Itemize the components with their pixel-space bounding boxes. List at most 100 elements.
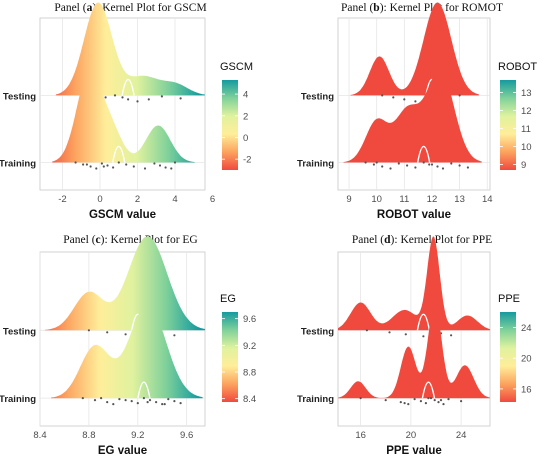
data-point: [414, 166, 417, 169]
x-axis-label: GSCM value: [89, 209, 156, 221]
category-label-testing: Testing: [3, 326, 36, 337]
x-tick-label: -2: [58, 194, 66, 205]
legend-title: EG: [220, 293, 236, 305]
data-point: [447, 398, 450, 401]
data-point: [381, 94, 384, 97]
data-point: [450, 334, 453, 337]
title-prefix: Panel (: [63, 234, 95, 246]
data-point: [163, 403, 166, 406]
x-tick-label: 16: [355, 430, 366, 441]
median-arc: [112, 145, 126, 163]
data-point: [437, 401, 440, 404]
data-point: [82, 163, 85, 166]
data-point: [143, 167, 147, 170]
plot-frame: [39, 17, 206, 191]
data-point: [170, 167, 173, 170]
data-point: [441, 167, 445, 170]
x-tick-label: 9.6: [180, 430, 193, 441]
data-point: [100, 162, 103, 165]
legend-tick-label: 9: [521, 160, 526, 171]
legend-colorbar: [222, 80, 238, 170]
x-tick-label: 13: [454, 194, 465, 205]
data-point: [142, 397, 145, 400]
panel-a: Panel (a): Kernel Plot for GSCM -2 0 2 4 6 Tes…: [0, 2, 253, 221]
data-point: [458, 164, 461, 167]
data-point: [388, 331, 391, 334]
legend-colorbar: [222, 312, 238, 402]
data-point: [179, 402, 182, 405]
x-tick-label: 10: [371, 194, 382, 205]
data-point: [87, 329, 90, 332]
x-axis-label: EG value: [98, 445, 147, 457]
legend-title: GSCM: [220, 61, 253, 73]
data-point: [147, 98, 150, 101]
data-point: [424, 402, 427, 405]
data-point: [414, 100, 417, 103]
data-point: [127, 98, 130, 101]
data-point: [118, 398, 121, 401]
data-point: [158, 164, 162, 167]
data-point: [433, 399, 436, 402]
title-letter: c: [96, 234, 101, 246]
data-point: [359, 397, 362, 400]
panel-title: Panel (d): Kernel Plot for PPE: [352, 234, 492, 246]
title-prefix: Panel (: [341, 2, 373, 14]
x-tick-label: 12: [427, 194, 438, 205]
density-ridge-training: [51, 304, 203, 399]
data-point: [392, 96, 395, 99]
data-point: [365, 329, 368, 332]
data-point: [102, 165, 105, 168]
x-tick-label: 9: [346, 194, 351, 205]
legend-tick-label: 2: [243, 111, 248, 122]
data-point: [113, 94, 117, 97]
data-point: [404, 333, 407, 336]
density-ridge-training: [52, 69, 195, 163]
x-tick-label: 4: [172, 194, 177, 205]
panel-title: Panel (b): Kernel Plot for ROMOT: [341, 2, 503, 14]
title-prefix: Panel (: [54, 2, 86, 14]
data-point: [100, 397, 103, 400]
plot-frame: [337, 17, 491, 191]
data-point: [74, 161, 77, 164]
legend-tick-label: 4: [243, 90, 248, 101]
data-point: [403, 98, 406, 101]
data-point: [173, 400, 176, 403]
data-point: [132, 165, 135, 168]
median-arc: [121, 78, 135, 96]
data-point: [117, 161, 120, 164]
data-point: [450, 162, 453, 165]
median-arc: [416, 313, 431, 331]
data-point: [422, 335, 425, 338]
x-tick-label: 20: [406, 430, 417, 441]
x-tick-label: 8.4: [33, 430, 46, 441]
data-point: [136, 100, 139, 103]
data-point: [125, 163, 128, 166]
data-point: [397, 162, 400, 165]
data-point: [466, 166, 469, 169]
data-point: [429, 397, 433, 400]
x-tick-label: 9.2: [131, 430, 144, 441]
panel-d: Panel (d): Kernel Plot for PPE 16 20 24 Test…: [297, 234, 532, 457]
median-arc: [421, 381, 436, 399]
data-point: [406, 164, 409, 167]
data-point: [104, 96, 107, 99]
data-point: [428, 163, 431, 166]
data-point: [85, 163, 88, 166]
data-point: [427, 397, 430, 400]
data-point: [93, 399, 97, 402]
category-label-testing: Testing: [301, 91, 334, 102]
legend-colorbar: [500, 312, 516, 402]
data-point: [130, 400, 133, 403]
data-point: [153, 162, 156, 165]
title-letter: b: [373, 2, 379, 14]
x-tick-label: 8.8: [82, 430, 95, 441]
data-point: [442, 403, 445, 406]
density-ridge-testing: [350, 2, 479, 96]
data-point: [364, 161, 367, 164]
data-point: [439, 399, 443, 402]
category-label-training: Training: [297, 158, 334, 169]
panel-b: Panel (b): Kernel Plot for ROMOT 9 10 11 12 1…: [297, 2, 537, 221]
title-letter: a: [87, 2, 93, 14]
legend-tick-label: 10: [521, 142, 532, 153]
x-tick-label: 6: [210, 194, 215, 205]
